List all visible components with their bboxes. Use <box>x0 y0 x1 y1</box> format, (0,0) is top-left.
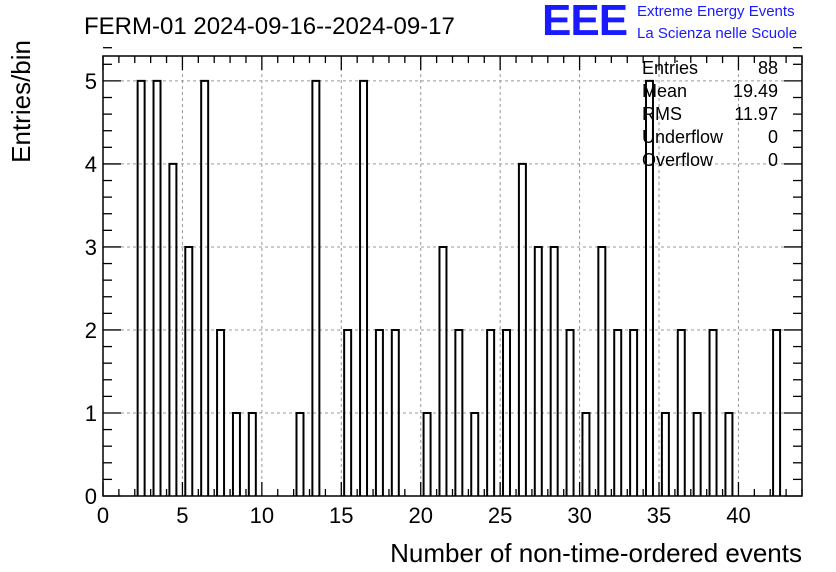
histogram-bar <box>565 328 575 496</box>
y-tick-label: 2 <box>85 318 97 343</box>
x-tick-label: 20 <box>408 503 432 528</box>
tick-marks <box>102 47 803 497</box>
histogram-bar <box>438 245 448 496</box>
x-tick-label: 15 <box>329 503 353 528</box>
histogram-bar <box>216 328 226 496</box>
histogram-bar <box>613 328 623 496</box>
histogram-bar <box>533 245 543 496</box>
histogram-bar <box>374 328 384 496</box>
stat-value: 11.97 <box>734 104 778 124</box>
eee-logo: EEE Extreme Energy Events La Scienza nel… <box>542 0 832 45</box>
histogram-bar <box>502 328 512 496</box>
stat-row-rms: RMS 11.97 <box>640 104 780 127</box>
stats-box: Entries 88 Mean 19.49 RMS 11.97 Underflo… <box>640 58 780 173</box>
stat-label: Underflow <box>642 127 724 147</box>
x-tick-label: 30 <box>567 503 591 528</box>
histogram-bar <box>152 79 162 496</box>
y-tick-label: 3 <box>85 235 97 260</box>
histogram-bar <box>343 328 353 496</box>
histogram-bar <box>517 162 527 496</box>
histogram-bar <box>597 245 607 496</box>
histogram-bar <box>772 328 782 496</box>
stat-label: Entries <box>642 58 699 78</box>
histogram-bar <box>454 328 464 496</box>
histogram-bar <box>644 79 654 496</box>
logo-subtitle-line-1: Extreme Energy Events <box>637 3 795 20</box>
histogram-bars <box>136 79 782 496</box>
y-axis-title: Entries/bin <box>6 40 36 163</box>
histogram-bar <box>660 411 670 496</box>
stat-label: Mean <box>642 81 688 101</box>
y-tick-label: 5 <box>85 69 97 94</box>
stat-value: 0 <box>767 127 778 147</box>
histogram-bar <box>295 411 305 496</box>
stat-value: 0 <box>767 150 778 170</box>
histogram-bar <box>359 79 369 496</box>
histogram-bar <box>470 411 480 496</box>
histogram-bar <box>692 411 702 496</box>
histogram-bar <box>422 411 432 496</box>
histogram-bar <box>136 79 146 496</box>
y-tick-label: 1 <box>85 401 97 426</box>
histogram-bar <box>486 328 496 496</box>
stat-label: Overflow <box>642 150 714 170</box>
histogram-bar <box>390 328 400 496</box>
histogram-bar <box>549 245 559 496</box>
x-tick-label: 10 <box>250 503 274 528</box>
histogram-bar <box>184 245 194 496</box>
stat-label: RMS <box>642 104 682 124</box>
tick-labels: 0 5 10 15 20 25 30 35 40 0 1 2 3 4 5 <box>85 69 751 528</box>
histogram-bar <box>311 79 321 496</box>
x-tick-label: 25 <box>488 503 512 528</box>
stat-row-overflow: Overflow 0 <box>640 150 780 173</box>
y-tick-label: 0 <box>85 484 97 509</box>
histogram-bar <box>724 411 734 496</box>
histogram-bar <box>676 328 686 496</box>
histogram-bar <box>708 328 718 496</box>
histogram-bar <box>581 411 591 496</box>
histogram-bar <box>168 162 178 496</box>
histogram-bar <box>629 328 639 496</box>
y-tick-label: 4 <box>85 152 97 177</box>
histogram-bar <box>231 411 241 496</box>
histogram-bar <box>247 411 257 496</box>
stat-value: 88 <box>757 58 778 78</box>
x-tick-label: 5 <box>176 503 188 528</box>
x-tick-label: 0 <box>97 503 109 528</box>
stat-row-entries: Entries 88 <box>640 58 780 81</box>
x-tick-label: 40 <box>726 503 750 528</box>
eee-logo-letters: EEE <box>542 0 628 45</box>
logo-subtitle-line-2: La Scienza nelle Scuole <box>637 25 798 42</box>
x-axis-title: Number of non-time-ordered events <box>390 538 802 568</box>
stat-row-underflow: Underflow 0 <box>640 127 780 150</box>
stat-row-mean: Mean 19.49 <box>640 81 780 104</box>
histogram-bar <box>200 79 210 496</box>
x-tick-label: 35 <box>647 503 671 528</box>
stat-value: 19.49 <box>732 81 778 101</box>
chart-title: FERM-01 2024-09-16--2024-09-17 <box>84 13 455 40</box>
